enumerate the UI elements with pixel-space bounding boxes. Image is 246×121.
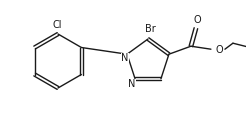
Text: N: N (128, 79, 136, 89)
Text: O: O (193, 15, 201, 25)
Text: O: O (215, 45, 223, 55)
Text: Br: Br (145, 24, 155, 34)
Text: N: N (121, 53, 129, 63)
Text: Cl: Cl (52, 20, 62, 30)
